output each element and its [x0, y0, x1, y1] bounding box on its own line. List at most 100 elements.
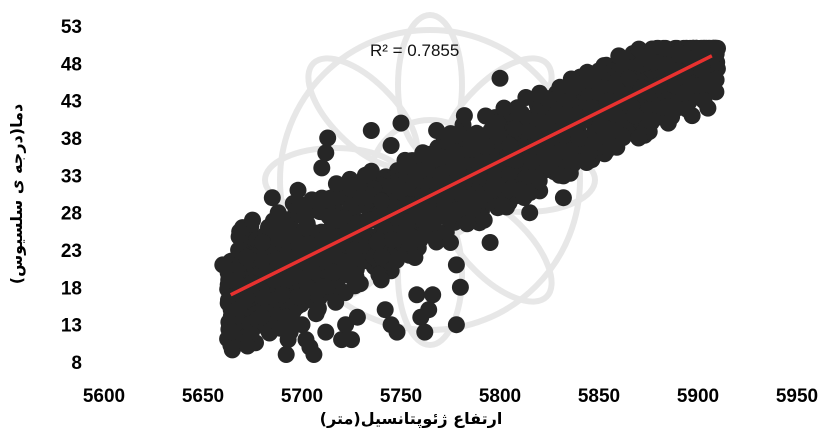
data-point [604, 122, 621, 139]
data-point [492, 70, 509, 87]
data-point [690, 77, 707, 94]
x-tick-label: 5800 [479, 386, 521, 407]
cloud-point [373, 193, 390, 210]
data-point [656, 100, 673, 117]
data-point [620, 70, 637, 87]
cloud-point [253, 308, 270, 325]
data-point [397, 152, 414, 169]
data-point [270, 204, 287, 221]
y-tick-label: 8 [71, 353, 82, 374]
data-point [442, 234, 459, 251]
data-point [521, 204, 538, 221]
cloud-point [239, 338, 256, 355]
x-tick-label: 5850 [578, 386, 620, 407]
data-point [571, 130, 588, 147]
cloud-point [321, 208, 338, 225]
y-tick-label: 53 [61, 17, 82, 38]
data-point [264, 189, 281, 206]
y-tick-label: 38 [61, 129, 82, 150]
cloud-point [223, 323, 240, 340]
data-point [294, 316, 311, 333]
y-tick-label: 43 [61, 92, 82, 113]
cloud-point [507, 120, 524, 137]
data-point [220, 271, 237, 288]
data-point [581, 144, 598, 161]
x-axis-label: ارتفاع ژئوپتانسیل(متر) [320, 409, 503, 429]
cloud-point [459, 215, 476, 232]
data-point [238, 249, 255, 266]
data-point [476, 212, 493, 229]
data-point [472, 189, 489, 206]
data-point [327, 294, 344, 311]
data-point [640, 47, 657, 64]
y-tick-label: 23 [61, 241, 82, 262]
cloud-point [328, 175, 345, 192]
x-tick-label: 5900 [677, 386, 719, 407]
data-point [280, 331, 297, 348]
data-point [531, 85, 548, 102]
cloud-point [513, 105, 530, 122]
cloud-point [388, 252, 405, 269]
data-point [393, 115, 410, 132]
x-axis-ticks: 5600 5650 5700 5750 5800 5850 5900 5950 [83, 386, 818, 407]
data-point [684, 107, 701, 124]
cloud-point [477, 108, 494, 125]
data-point [428, 122, 445, 139]
cloud-point [304, 263, 321, 280]
data-point [555, 189, 572, 206]
cloud-point [451, 201, 468, 218]
y-tick-label: 28 [61, 204, 82, 225]
data-point [309, 301, 326, 318]
x-tick-label: 5700 [281, 386, 323, 407]
data-point [254, 234, 271, 251]
data-point [408, 286, 425, 303]
data-point [377, 301, 394, 318]
data-point [389, 324, 406, 341]
cloud-point [448, 160, 465, 177]
x-tick-label: 5750 [380, 386, 422, 407]
data-point [699, 100, 716, 117]
data-point [383, 137, 400, 154]
cloud-point [489, 177, 506, 194]
y-tick-label: 18 [61, 278, 82, 299]
cloud-point [316, 192, 333, 209]
data-point [424, 286, 441, 303]
data-point [482, 234, 499, 251]
data-point [496, 100, 513, 117]
data-point [551, 167, 568, 184]
data-point [214, 256, 231, 273]
data-point [319, 130, 336, 147]
data-point [448, 316, 465, 333]
cloud-point [426, 151, 443, 168]
data-point [630, 130, 647, 147]
r-squared-annotation: R² = 0.7855 [370, 41, 459, 60]
y-axis-ticks: 8 13 18 23 28 33 38 43 48 53 [61, 17, 82, 374]
data-point [294, 197, 311, 214]
cloud-point [384, 231, 401, 248]
data-point [313, 159, 330, 176]
data-point [298, 219, 315, 236]
data-point [452, 279, 469, 296]
data-point [448, 256, 465, 273]
data-point [343, 331, 360, 348]
y-tick-label: 13 [61, 316, 82, 337]
data-point [626, 107, 643, 124]
data-point [290, 182, 307, 199]
data-point [244, 212, 261, 229]
data-point [317, 144, 334, 161]
data-point [305, 346, 322, 363]
y-tick-label: 48 [61, 54, 82, 75]
data-point [432, 167, 449, 184]
data-point [511, 182, 528, 199]
data-point [369, 234, 386, 251]
data-point [541, 144, 558, 161]
cloud-point [524, 153, 541, 170]
cloud-point [709, 40, 726, 57]
data-point [406, 249, 423, 266]
data-point [420, 301, 437, 318]
cloud-point [412, 230, 429, 247]
data-point [610, 47, 627, 64]
cloud-point [565, 152, 582, 169]
data-point [278, 309, 295, 326]
